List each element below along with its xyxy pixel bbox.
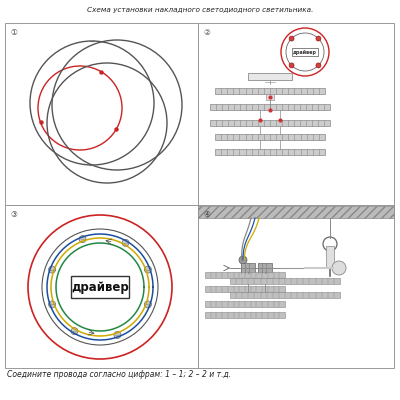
Bar: [266, 94, 274, 100]
Bar: [205, 272, 285, 278]
Circle shape: [239, 256, 247, 264]
Text: ③: ③: [10, 210, 17, 219]
Bar: [241, 263, 255, 273]
Bar: [230, 278, 340, 284]
Bar: [215, 88, 325, 94]
Bar: [205, 312, 285, 318]
Bar: [215, 149, 325, 155]
Circle shape: [71, 328, 78, 335]
Circle shape: [79, 236, 86, 242]
Bar: [248, 73, 292, 80]
Circle shape: [144, 301, 152, 308]
Bar: [210, 104, 330, 110]
Bar: [198, 206, 394, 218]
Text: ④: ④: [203, 210, 210, 219]
Circle shape: [289, 63, 294, 68]
Bar: [230, 292, 340, 298]
Circle shape: [289, 36, 294, 41]
Circle shape: [114, 332, 121, 338]
Circle shape: [144, 266, 152, 273]
Text: драйвер: драйвер: [71, 280, 129, 294]
Bar: [326, 246, 334, 268]
Text: Соедините провода согласно цифрам: 1 – 1; 2 – 2 и т.д.: Соедините провода согласно цифрам: 1 – 1…: [7, 370, 231, 379]
Bar: [71, 276, 129, 298]
Bar: [205, 301, 285, 307]
Text: ①: ①: [10, 28, 17, 37]
Bar: [205, 286, 285, 292]
Bar: [5, 23, 198, 205]
Bar: [198, 23, 394, 205]
Text: драйвер: драйвер: [293, 50, 317, 54]
Circle shape: [316, 36, 321, 41]
Bar: [215, 134, 325, 140]
Circle shape: [316, 63, 321, 68]
Bar: [198, 205, 394, 368]
Circle shape: [48, 266, 56, 273]
Bar: [210, 120, 330, 126]
Text: Схема установки накладного светодиодного светильника.: Схема установки накладного светодиодного…: [87, 7, 313, 13]
Bar: [5, 205, 198, 368]
Circle shape: [332, 261, 346, 275]
Circle shape: [122, 239, 129, 246]
Bar: [258, 263, 272, 273]
Text: ②: ②: [203, 28, 210, 37]
Circle shape: [48, 301, 56, 308]
